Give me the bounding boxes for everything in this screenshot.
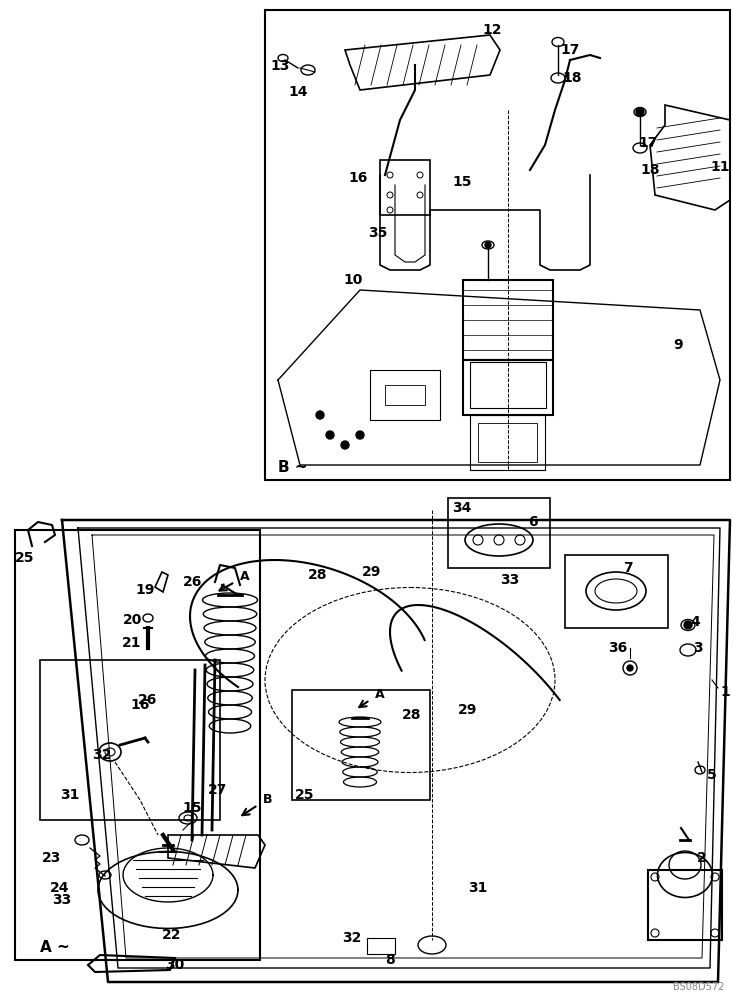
Text: 26: 26 <box>183 575 203 589</box>
Text: 15: 15 <box>452 175 471 189</box>
Bar <box>292 690 430 800</box>
Circle shape <box>326 431 334 439</box>
Text: 13: 13 <box>270 59 290 73</box>
Text: 7: 7 <box>623 561 632 575</box>
Bar <box>470 362 546 408</box>
Text: 9: 9 <box>673 338 683 352</box>
Text: A: A <box>240 570 250 583</box>
Bar <box>478 423 537 462</box>
Text: 12: 12 <box>482 23 501 37</box>
Bar <box>385 385 425 405</box>
Text: 31: 31 <box>468 881 488 895</box>
Bar <box>265 10 730 480</box>
Text: 31: 31 <box>60 788 80 802</box>
Circle shape <box>636 108 644 116</box>
Bar <box>565 555 668 628</box>
Text: 22: 22 <box>163 928 182 942</box>
Text: 14: 14 <box>288 85 307 99</box>
Bar <box>367 938 395 954</box>
Text: 16: 16 <box>348 171 367 185</box>
Text: 25: 25 <box>295 788 315 802</box>
Text: 3: 3 <box>693 641 703 655</box>
Text: 29: 29 <box>362 565 381 579</box>
Text: 18: 18 <box>562 71 582 85</box>
Circle shape <box>356 431 364 439</box>
Text: 28: 28 <box>403 708 422 722</box>
Text: 17: 17 <box>560 43 580 57</box>
Text: BS08D572: BS08D572 <box>673 982 724 992</box>
Text: B ~: B ~ <box>278 460 307 475</box>
Text: 20: 20 <box>123 613 143 627</box>
Text: 2: 2 <box>697 851 707 865</box>
Text: 17: 17 <box>638 136 657 150</box>
Text: 5: 5 <box>707 768 717 782</box>
Bar <box>370 370 440 420</box>
Text: 36: 36 <box>608 641 627 655</box>
Text: B: B <box>263 793 272 806</box>
Bar <box>463 360 553 415</box>
Bar <box>40 660 220 820</box>
Text: 4: 4 <box>690 615 700 629</box>
Text: 33: 33 <box>501 573 520 587</box>
Text: 18: 18 <box>640 163 660 177</box>
Text: 30: 30 <box>165 958 184 972</box>
Text: 32: 32 <box>92 748 112 762</box>
Text: 33: 33 <box>53 893 72 907</box>
Text: 6: 6 <box>529 515 538 529</box>
Text: 23: 23 <box>42 851 61 865</box>
Bar <box>463 280 553 360</box>
Bar <box>15 530 260 960</box>
Circle shape <box>316 411 324 419</box>
Text: 25: 25 <box>15 551 34 565</box>
Text: 10: 10 <box>343 273 362 287</box>
Text: 24: 24 <box>51 881 70 895</box>
Text: 29: 29 <box>458 703 478 717</box>
Circle shape <box>341 441 349 449</box>
Text: 21: 21 <box>122 636 142 650</box>
Circle shape <box>627 665 633 671</box>
Text: 34: 34 <box>452 501 471 515</box>
Circle shape <box>684 621 692 629</box>
Text: 27: 27 <box>209 783 228 797</box>
Text: 28: 28 <box>308 568 328 582</box>
Text: 32: 32 <box>343 931 362 945</box>
Text: A ~: A ~ <box>40 940 70 956</box>
Bar <box>448 498 550 568</box>
Bar <box>648 870 722 940</box>
Text: 26: 26 <box>138 693 157 707</box>
Bar <box>380 160 430 215</box>
Circle shape <box>485 242 491 248</box>
Text: 1: 1 <box>720 685 730 699</box>
Text: 19: 19 <box>135 583 154 597</box>
Text: 15: 15 <box>182 801 202 815</box>
Text: 16: 16 <box>130 698 149 712</box>
Text: 35: 35 <box>368 226 388 240</box>
Text: 8: 8 <box>385 953 395 967</box>
Text: A: A <box>375 688 384 701</box>
Bar <box>470 415 545 470</box>
Text: 11: 11 <box>710 160 730 174</box>
